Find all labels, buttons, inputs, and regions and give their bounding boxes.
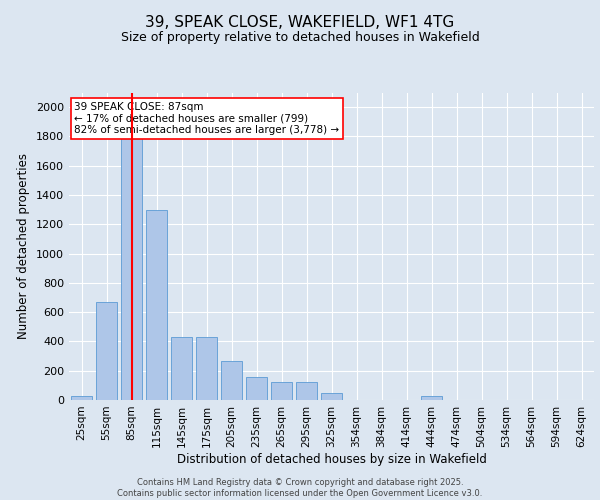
Y-axis label: Number of detached properties: Number of detached properties [17,153,31,339]
Bar [71,396,92,400]
Bar [146,210,167,400]
Bar [421,396,442,400]
Bar [96,302,117,400]
Bar [321,392,342,400]
Text: 39 SPEAK CLOSE: 87sqm
← 17% of detached houses are smaller (799)
82% of semi-det: 39 SPEAK CLOSE: 87sqm ← 17% of detached … [74,102,340,135]
Bar [171,337,192,400]
Text: Size of property relative to detached houses in Wakefield: Size of property relative to detached ho… [121,31,479,44]
Bar [121,126,142,400]
Text: Contains HM Land Registry data © Crown copyright and database right 2025.
Contai: Contains HM Land Registry data © Crown c… [118,478,482,498]
Bar [196,337,217,400]
Bar [296,382,317,400]
Text: 39, SPEAK CLOSE, WAKEFIELD, WF1 4TG: 39, SPEAK CLOSE, WAKEFIELD, WF1 4TG [145,15,455,30]
X-axis label: Distribution of detached houses by size in Wakefield: Distribution of detached houses by size … [176,452,487,466]
Bar [271,382,292,400]
Bar [221,361,242,400]
Bar [246,378,267,400]
